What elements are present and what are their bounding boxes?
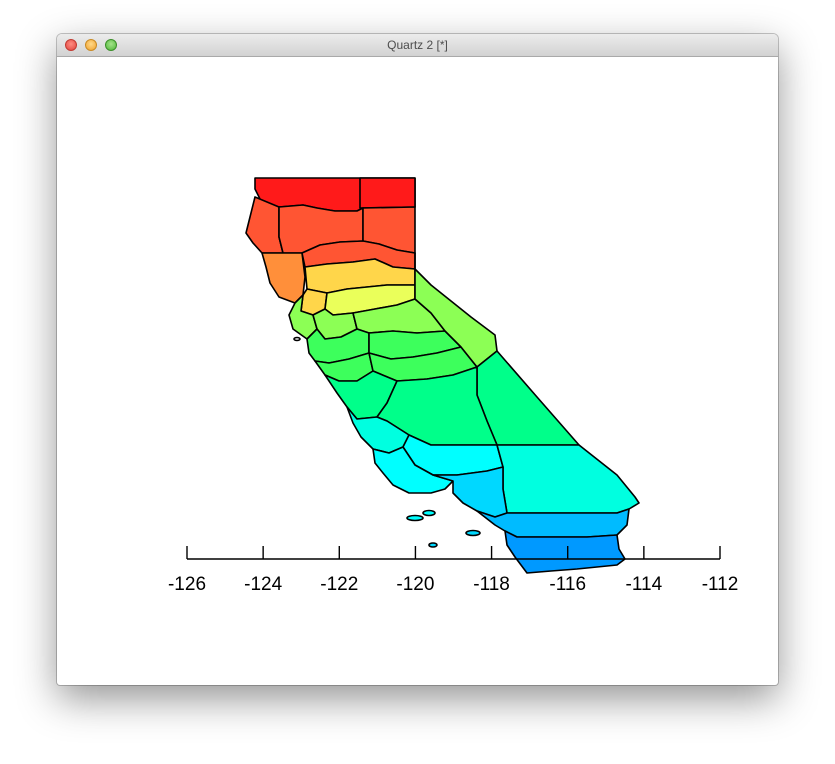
x-tick-label: -116: [549, 574, 586, 595]
x-axis-ticks: -126 -124 -122 -120 -118 -116 -114 -112: [168, 546, 738, 595]
county-san-bernardino: [496, 444, 640, 514]
county-los-angeles: [432, 466, 508, 518]
island-santa-catalina: [465, 529, 481, 537]
county-inyo: [476, 350, 580, 446]
county-orange-riverside: [476, 508, 630, 538]
x-tick-label: -120: [396, 574, 434, 595]
county-san-diego-imperial: [504, 530, 626, 574]
island-santa-rosa: [406, 514, 424, 522]
island-santa-cruz: [422, 509, 436, 517]
county-modoc-region: [359, 177, 416, 209]
x-tick-label: -114: [626, 574, 663, 595]
zoom-button[interactable]: [105, 39, 117, 51]
close-button[interactable]: [65, 39, 77, 51]
quartz-window: Quartz 2 [*]: [57, 34, 778, 685]
island-farallon: [293, 336, 301, 342]
island-san-clemente: [428, 542, 438, 548]
california-county-map: [245, 177, 640, 574]
x-tick-label: -122: [320, 574, 358, 595]
county-santa-barbara-ventura: [372, 446, 454, 494]
x-tick-label: -126: [168, 574, 206, 595]
x-axis: -126 -124 -122 -120 -118 -116 -114 -112: [168, 546, 738, 595]
plot-area: -126 -124 -122 -120 -118 -116 -114 -112: [168, 177, 738, 595]
window-title: Quartz 2 [*]: [387, 38, 448, 52]
minimize-button[interactable]: [85, 39, 97, 51]
title-bar[interactable]: Quartz 2 [*]: [57, 34, 778, 57]
x-tick-label: -124: [244, 574, 282, 595]
x-tick-label: -112: [702, 574, 739, 595]
x-tick-label: -118: [473, 574, 510, 595]
county-mendocino: [261, 252, 306, 304]
